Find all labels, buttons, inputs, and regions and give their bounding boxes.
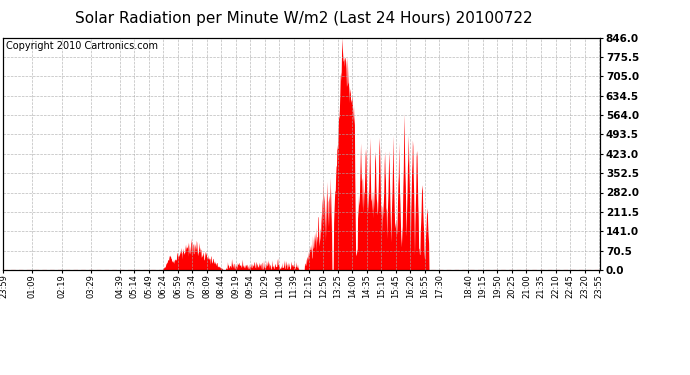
Text: Solar Radiation per Minute W/m2 (Last 24 Hours) 20100722: Solar Radiation per Minute W/m2 (Last 24… (75, 11, 533, 26)
Text: Copyright 2010 Cartronics.com: Copyright 2010 Cartronics.com (6, 41, 159, 51)
